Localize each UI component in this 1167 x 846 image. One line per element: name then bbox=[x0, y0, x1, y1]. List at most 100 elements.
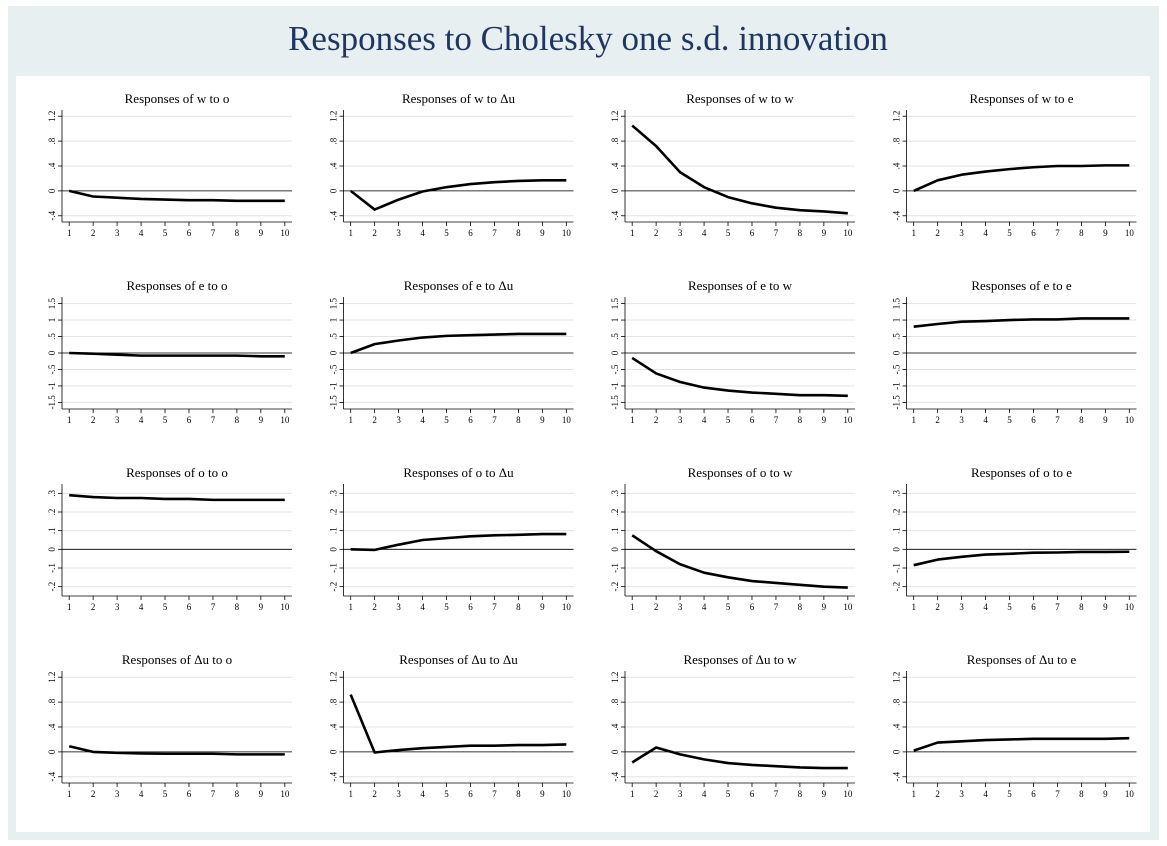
x-tick-label: 4 bbox=[139, 602, 144, 612]
subplot-title: Responses of w to e bbox=[970, 91, 1074, 106]
y-tick-label: 0 bbox=[892, 350, 902, 355]
x-tick-label: 7 bbox=[211, 228, 216, 238]
y-tick-label: .8 bbox=[329, 698, 339, 705]
x-tick-label: 2 bbox=[935, 602, 940, 612]
x-tick-label: 1 bbox=[911, 228, 916, 238]
response-line bbox=[631, 356, 848, 398]
x-tick-label: 3 bbox=[678, 415, 683, 425]
y-tick-label: 1 bbox=[892, 318, 902, 323]
x-tick-label: 1 bbox=[67, 602, 72, 612]
y-tick-label: .5 bbox=[47, 333, 57, 340]
y-tick-label: 1 bbox=[610, 318, 620, 323]
subplot-title: Responses of Δu to o bbox=[122, 652, 232, 667]
y-tick-label: .2 bbox=[329, 509, 339, 516]
x-tick-label: 4 bbox=[983, 602, 988, 612]
x-tick-label: 3 bbox=[396, 415, 401, 425]
x-tick-label: 5 bbox=[1007, 789, 1012, 799]
y-tick-label: -.2 bbox=[892, 582, 902, 592]
x-tick-label: 1 bbox=[630, 789, 635, 799]
x-tick-label: 3 bbox=[678, 602, 683, 612]
y-tick-label: 0 bbox=[47, 350, 57, 355]
subplot-title: Responses of e to e bbox=[971, 278, 1072, 293]
response-line bbox=[349, 694, 567, 754]
x-tick-label: 9 bbox=[822, 228, 827, 238]
x-tick-label: 5 bbox=[444, 789, 449, 799]
x-tick-label: 10 bbox=[280, 789, 290, 799]
x-tick-label: 7 bbox=[1055, 789, 1060, 799]
x-tick-label: 6 bbox=[187, 415, 192, 425]
y-tick-label: 1.2 bbox=[610, 111, 620, 122]
response-line bbox=[68, 745, 285, 756]
x-tick-label: 8 bbox=[1079, 415, 1084, 425]
y-tick-label: 1.2 bbox=[47, 672, 57, 683]
x-tick-label: 4 bbox=[139, 228, 144, 238]
x-tick-label: 3 bbox=[115, 228, 120, 238]
y-tick-label: .8 bbox=[892, 137, 902, 144]
x-tick-label: 10 bbox=[1125, 415, 1135, 425]
x-tick-label: 8 bbox=[1079, 602, 1084, 612]
x-tick-label: 3 bbox=[678, 228, 683, 238]
x-tick-label: 1 bbox=[67, 228, 72, 238]
x-tick-label: 2 bbox=[654, 789, 659, 799]
x-tick-label: 5 bbox=[1007, 415, 1012, 425]
y-tick-label: -.4 bbox=[610, 771, 620, 781]
x-tick-label: 5 bbox=[726, 602, 731, 612]
x-tick-label: 4 bbox=[983, 228, 988, 238]
x-tick-label: 5 bbox=[726, 789, 731, 799]
x-tick-label: 9 bbox=[1103, 789, 1108, 799]
x-tick-label: 7 bbox=[492, 789, 497, 799]
response-line bbox=[350, 532, 567, 552]
y-tick-label: .8 bbox=[892, 698, 902, 705]
response-line bbox=[350, 332, 567, 355]
x-tick-label: 7 bbox=[1055, 415, 1060, 425]
y-tick-label: 0 bbox=[329, 350, 339, 355]
x-tick-label: 7 bbox=[774, 228, 779, 238]
response-line bbox=[631, 534, 848, 589]
y-tick-label: -.1 bbox=[610, 563, 620, 573]
x-tick-label: 9 bbox=[822, 602, 827, 612]
y-tick-label: 1.5 bbox=[892, 297, 902, 309]
response-line bbox=[349, 179, 567, 211]
x-tick-label: 5 bbox=[444, 602, 449, 612]
y-tick-label: .5 bbox=[892, 333, 902, 340]
x-tick-label: 1 bbox=[630, 415, 635, 425]
x-tick-label: 2 bbox=[91, 228, 96, 238]
subplot-title: Responses of w to w bbox=[686, 91, 794, 106]
x-tick-label: 8 bbox=[235, 602, 240, 612]
x-tick-label: 7 bbox=[492, 228, 497, 238]
x-tick-label: 6 bbox=[1031, 602, 1036, 612]
y-tick-label: -1.5 bbox=[47, 395, 57, 410]
y-tick-label: 0 bbox=[47, 188, 57, 193]
x-tick-label: 8 bbox=[798, 789, 803, 799]
y-tick-label: .5 bbox=[329, 333, 339, 340]
x-tick-label: 7 bbox=[774, 789, 779, 799]
y-tick-label: .2 bbox=[47, 509, 57, 516]
x-tick-label: 9 bbox=[259, 789, 264, 799]
x-tick-label: 7 bbox=[1055, 602, 1060, 612]
x-tick-label: 1 bbox=[911, 789, 916, 799]
y-tick-label: .1 bbox=[329, 527, 339, 534]
x-tick-label: 4 bbox=[702, 415, 707, 425]
x-tick-label: 5 bbox=[163, 602, 168, 612]
x-tick-label: 2 bbox=[91, 602, 96, 612]
x-tick-label: 1 bbox=[348, 789, 353, 799]
x-tick-label: 6 bbox=[1031, 415, 1036, 425]
subplot-title: Responses of Δu to Δu bbox=[399, 652, 518, 667]
response-line bbox=[913, 164, 1130, 193]
x-tick-label: 5 bbox=[444, 228, 449, 238]
x-tick-label: 10 bbox=[562, 602, 572, 612]
response-line bbox=[69, 493, 285, 502]
x-tick-label: 1 bbox=[911, 602, 916, 612]
x-tick-label: 4 bbox=[420, 415, 425, 425]
x-tick-label: 9 bbox=[259, 602, 264, 612]
subplot-title: Responses of o to o bbox=[126, 465, 228, 480]
x-tick-label: 4 bbox=[702, 228, 707, 238]
y-tick-label: .3 bbox=[610, 489, 620, 496]
y-tick-label: .8 bbox=[47, 698, 57, 705]
x-tick-label: 5 bbox=[1007, 228, 1012, 238]
x-tick-label: 1 bbox=[67, 415, 72, 425]
subplot-title: Responses of o to e bbox=[971, 465, 1072, 480]
x-tick-label: 6 bbox=[1031, 789, 1036, 799]
